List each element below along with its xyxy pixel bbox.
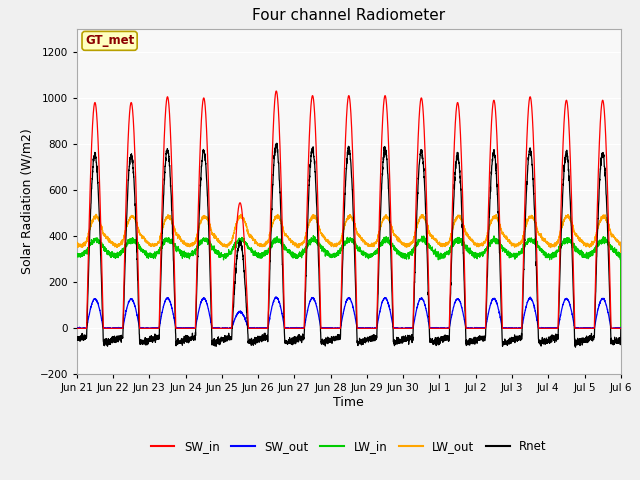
Rnet — [617, 326, 625, 332]
SW_in — [616, 325, 624, 331]
SW_out — [616, 325, 624, 331]
LW_out — [171, 227, 179, 232]
LW_out — [92, 211, 100, 217]
X-axis label: Time: Time — [333, 396, 364, 409]
SW_in — [502, 325, 509, 331]
Rnet — [329, 338, 337, 344]
SW_out — [329, 325, 337, 331]
Rnet — [273, 140, 281, 146]
LW_out — [441, 243, 449, 249]
Legend: SW_in, SW_out, LW_in, LW_out, Rnet: SW_in, SW_out, LW_in, LW_out, Rnet — [146, 435, 552, 458]
LW_in — [329, 253, 337, 259]
SW_in — [273, 88, 280, 94]
LW_out — [617, 325, 625, 331]
Rnet — [171, 296, 179, 302]
Line: LW_out: LW_out — [77, 214, 621, 328]
Rnet — [441, 336, 449, 342]
SW_in — [471, 325, 479, 331]
SW_in — [73, 325, 81, 331]
Rnet — [471, 336, 479, 342]
SW_out — [617, 325, 625, 331]
Title: Four channel Radiometer: Four channel Radiometer — [252, 9, 445, 24]
Rnet — [502, 339, 509, 345]
Rnet — [572, 344, 579, 350]
SW_in — [329, 325, 337, 331]
SW_out — [273, 294, 280, 300]
LW_out — [329, 241, 337, 247]
Text: GT_met: GT_met — [85, 35, 134, 48]
LW_out — [471, 240, 479, 246]
LW_in — [471, 252, 479, 257]
Line: SW_in: SW_in — [77, 91, 621, 328]
LW_in — [441, 253, 449, 259]
SW_out — [471, 325, 479, 331]
Y-axis label: Solar Radiation (W/m2): Solar Radiation (W/m2) — [21, 129, 34, 275]
Line: SW_out: SW_out — [77, 297, 621, 328]
SW_in — [617, 325, 625, 331]
LW_in — [617, 325, 625, 331]
Rnet — [616, 342, 624, 348]
SW_out — [171, 318, 179, 324]
LW_out — [502, 234, 509, 240]
SW_out — [441, 325, 449, 331]
LW_in — [73, 251, 81, 257]
LW_in — [310, 233, 317, 239]
Line: LW_in: LW_in — [77, 236, 621, 328]
Line: Rnet: Rnet — [77, 143, 621, 347]
Rnet — [73, 337, 81, 343]
LW_in — [616, 251, 624, 257]
LW_out — [73, 239, 81, 245]
SW_out — [73, 325, 81, 331]
LW_in — [171, 243, 179, 249]
LW_in — [502, 248, 509, 254]
SW_in — [171, 271, 179, 276]
SW_in — [441, 325, 449, 331]
SW_out — [502, 325, 509, 331]
LW_out — [616, 240, 624, 246]
